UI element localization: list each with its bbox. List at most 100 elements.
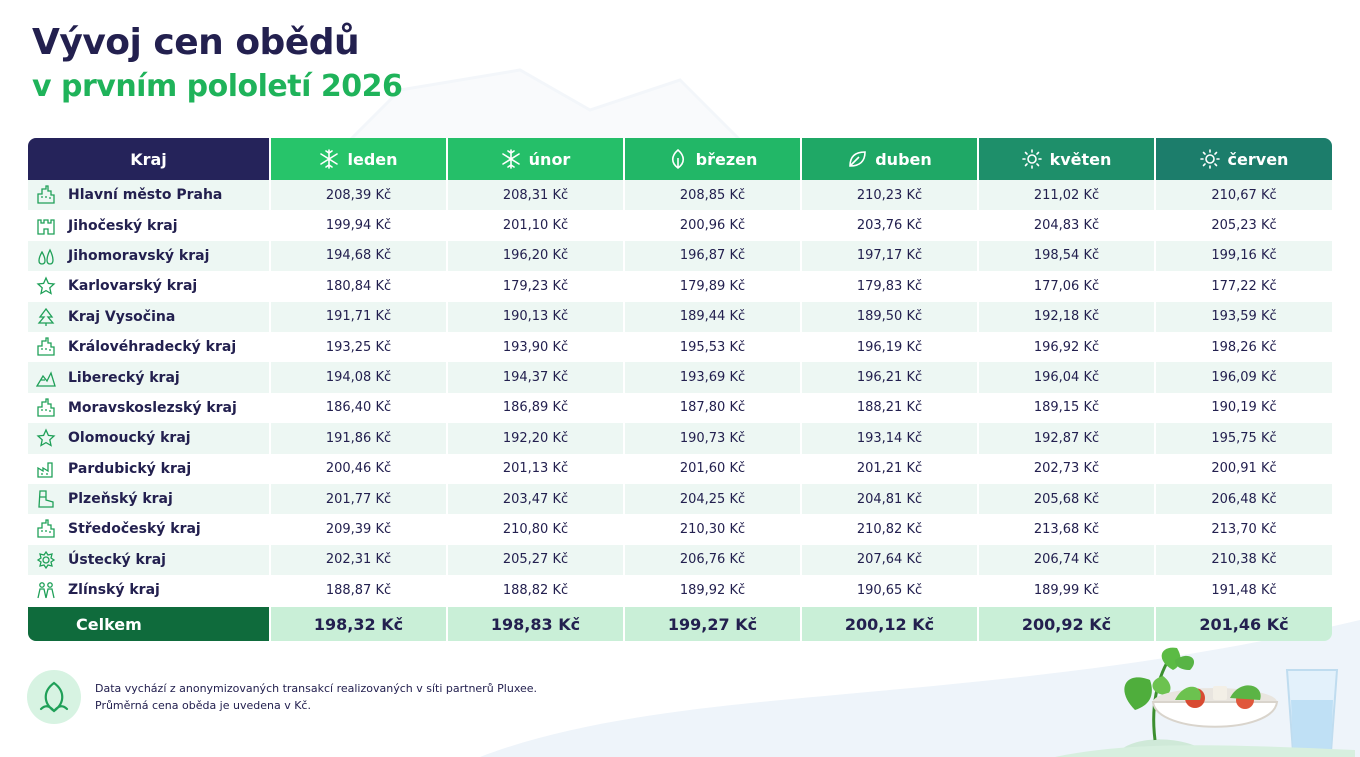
price-cell: 203,47 Kč xyxy=(446,483,624,515)
region-cell: Jihomoravský kraj xyxy=(28,240,270,272)
region-cell: Kraj Vysočina xyxy=(28,301,270,332)
region-column-header[interactable]: Kraj xyxy=(28,138,270,180)
total-row: Celkem 198,32 Kč 198,83 Kč 199,27 Kč 200,12 … xyxy=(28,607,1332,642)
month-label: únor xyxy=(528,149,571,169)
price-cell: 201,21 Kč xyxy=(800,453,978,484)
price-cell: 192,18 Kč xyxy=(977,301,1155,332)
price-cell: 210,82 Kč xyxy=(800,514,978,545)
footer-line-1: Data vychází z anonymizovaných transakcí… xyxy=(95,682,538,695)
price-cell: 205,68 Kč xyxy=(977,483,1155,515)
star-icon xyxy=(36,276,56,296)
factory-icon xyxy=(37,462,53,478)
table-row: Olomoucký kraj 191,86 Kč 192,20 Kč 190,73 K… xyxy=(28,423,1332,454)
region-cell: Pardubický kraj xyxy=(28,453,270,484)
price-cell: 195,53 Kč xyxy=(623,331,801,363)
price-cell: 194,37 Kč xyxy=(446,362,624,393)
price-cell: 200,91 Kč xyxy=(1154,453,1332,484)
price-cell: 203,76 Kč xyxy=(800,210,978,241)
price-cell: 180,84 Kč xyxy=(269,271,447,302)
table-header-row: Kraj leden únor březen duben květen červen xyxy=(28,138,1332,180)
footer-note: Data vychází z anonymizovaných transakcí… xyxy=(27,670,537,724)
price-cell: 201,13 Kč xyxy=(446,453,624,484)
region-name: Ústecký kraj xyxy=(68,551,166,568)
price-cell: 190,73 Kč xyxy=(623,423,801,454)
city-icon xyxy=(37,185,55,204)
price-cell: 194,08 Kč xyxy=(269,362,447,393)
price-cell: 193,59 Kč xyxy=(1154,301,1332,332)
region-name: Karlovarský kraj xyxy=(68,278,198,295)
price-cell: 210,23 Kč xyxy=(800,180,978,211)
month-label: duben xyxy=(875,149,932,169)
region-name: Plzeňský kraj xyxy=(68,491,173,508)
price-cell: 197,17 Kč xyxy=(800,240,978,272)
title-block: Vývoj cen obědů v prvním pololetí 2026 xyxy=(32,20,403,108)
salad-illustration xyxy=(1055,647,1355,757)
price-cell: 186,40 Kč xyxy=(269,392,447,424)
price-cell: 190,65 Kč xyxy=(800,575,978,606)
boot-icon xyxy=(38,490,54,508)
price-cell: 188,82 Kč xyxy=(446,575,624,606)
pluxee-logo xyxy=(27,670,81,724)
price-cell: 210,30 Kč xyxy=(623,514,801,545)
city-icon xyxy=(37,519,55,539)
drops-icon xyxy=(38,248,54,265)
price-table: Kraj leden únor březen duben květen červen Hl… xyxy=(28,138,1332,642)
price-cell: 179,83 Kč xyxy=(800,271,978,302)
table-row: Kraj Vysočina 191,71 Kč 190,13 Kč 189,44 Kč… xyxy=(28,301,1332,332)
price-cell: 198,26 Kč xyxy=(1154,331,1332,363)
total-cell: 199,27 Kč xyxy=(623,607,801,642)
page-title: Vývoj cen obědů xyxy=(32,22,360,63)
people-icon xyxy=(37,582,55,599)
price-cell: 199,16 Kč xyxy=(1154,240,1332,272)
month-header-leden[interactable]: leden xyxy=(269,138,447,180)
month-header-cerven[interactable]: červen xyxy=(1154,138,1332,180)
region-cell: Liberecký kraj xyxy=(28,362,270,393)
total-cell: 200,92 Kč xyxy=(977,607,1155,642)
region-name: Hlavní město Praha xyxy=(68,187,223,204)
month-header-brezen[interactable]: březen xyxy=(623,138,801,180)
price-cell: 208,85 Kč xyxy=(623,180,801,211)
month-header-unor[interactable]: únor xyxy=(446,138,624,180)
price-cell: 198,54 Kč xyxy=(977,240,1155,272)
price-cell: 189,44 Kč xyxy=(623,301,801,332)
price-cell: 194,68 Kč xyxy=(269,240,447,272)
price-cell: 196,20 Kč xyxy=(446,240,624,272)
month-header-kveten[interactable]: květen xyxy=(977,138,1155,180)
price-cell: 206,76 Kč xyxy=(623,544,801,576)
region-name: Jihomoravský kraj xyxy=(68,247,210,264)
city-icon xyxy=(37,337,55,356)
table-row: Liberecký kraj 194,08 Kč 194,37 Kč 193,69 K… xyxy=(28,362,1332,393)
price-cell: 200,46 Kč xyxy=(269,453,447,484)
price-cell: 196,19 Kč xyxy=(800,331,978,363)
price-cell: 177,22 Kč xyxy=(1154,271,1332,302)
region-cell: Moravskoslezský kraj xyxy=(28,392,270,424)
snowflake-icon xyxy=(320,149,339,169)
total-cell: 201,46 Kč xyxy=(1154,607,1332,642)
price-cell: 187,80 Kč xyxy=(623,392,801,424)
month-header-duben[interactable]: duben xyxy=(800,138,978,180)
price-cell: 200,96 Kč xyxy=(623,210,801,241)
leaf-decoration xyxy=(1124,677,1152,710)
region-name: Pardubický kraj xyxy=(68,460,192,477)
table-row: Moravskoslezský kraj 186,40 Kč 186,89 Kč 18… xyxy=(28,392,1332,424)
price-cell: 193,90 Kč xyxy=(446,331,624,363)
price-cell: 206,74 Kč xyxy=(977,544,1155,576)
castle-icon xyxy=(37,218,55,235)
table-row: Středočeský kraj 209,39 Kč 210,80 Kč 210,30… xyxy=(28,514,1332,545)
price-cell: 196,21 Kč xyxy=(800,362,978,393)
price-cell: 190,13 Kč xyxy=(446,301,624,332)
total-label: Celkem xyxy=(28,607,270,642)
sprout-icon xyxy=(671,149,684,169)
price-cell: 205,27 Kč xyxy=(446,544,624,576)
price-cell: 177,06 Kč xyxy=(977,271,1155,302)
tree-icon xyxy=(37,307,55,326)
salad-bowl xyxy=(1151,701,1279,728)
price-cell: 189,50 Kč xyxy=(800,301,978,332)
price-cell: 196,04 Kč xyxy=(977,362,1155,393)
table-row: Plzeňský kraj 201,77 Kč 203,47 Kč 204,25 Kč… xyxy=(28,483,1332,515)
price-cell: 191,71 Kč xyxy=(269,301,447,332)
month-label: březen xyxy=(695,149,758,169)
region-cell: Olomoucký kraj xyxy=(28,423,270,454)
region-name: Jihočeský kraj xyxy=(68,217,178,234)
price-cell: 179,89 Kč xyxy=(623,271,801,302)
